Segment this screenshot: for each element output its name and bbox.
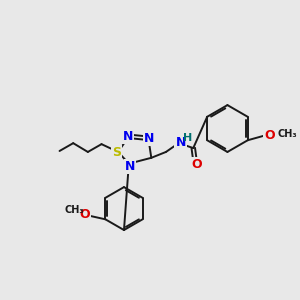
Text: O: O bbox=[80, 208, 90, 221]
Text: N: N bbox=[123, 130, 133, 143]
Text: N: N bbox=[176, 136, 186, 149]
Text: H: H bbox=[183, 133, 192, 143]
Text: S: S bbox=[112, 146, 121, 159]
Text: CH₃: CH₃ bbox=[64, 205, 84, 214]
Text: O: O bbox=[264, 129, 274, 142]
Text: O: O bbox=[192, 158, 202, 171]
Text: N: N bbox=[124, 160, 135, 173]
Text: N: N bbox=[144, 132, 154, 145]
Text: CH₃: CH₃ bbox=[278, 129, 298, 140]
